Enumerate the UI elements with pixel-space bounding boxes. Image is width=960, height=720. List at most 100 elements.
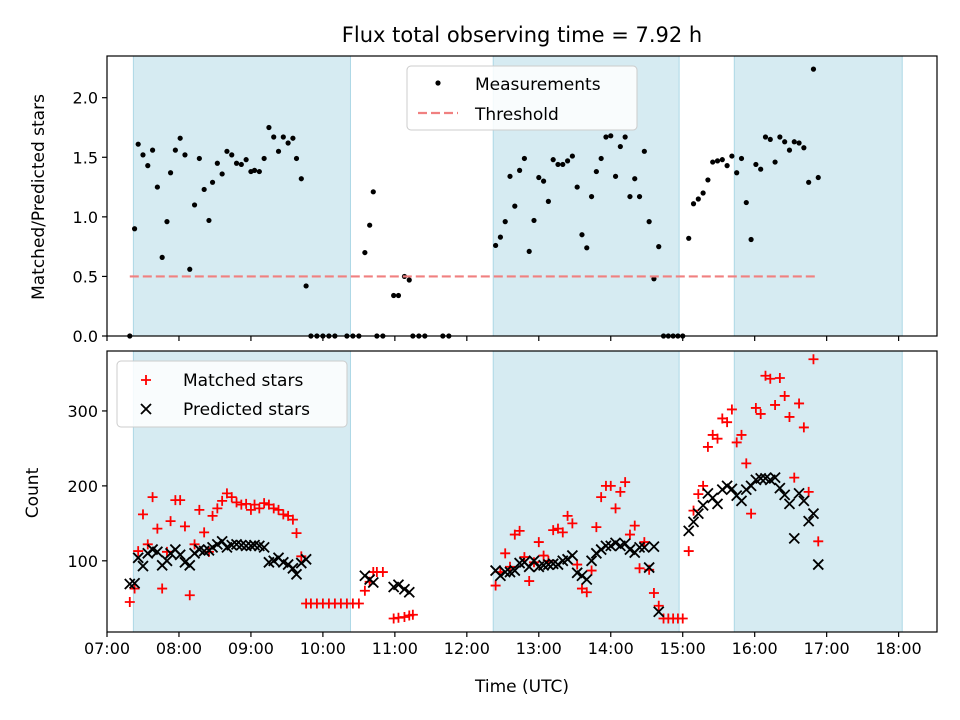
top-measurements-point — [187, 266, 193, 272]
top-measurements-point — [521, 155, 527, 162]
bottom-matched-stars-point — [142, 539, 153, 550]
bottom-predicted-stars-point — [585, 555, 598, 567]
legend-matched-marker — [141, 375, 151, 385]
x-tick-label: 11:00 — [372, 639, 418, 658]
top-measurements-point — [395, 292, 402, 299]
legend-measurements-label: Measurements — [475, 75, 601, 95]
bottom-predicted-stars-point — [151, 546, 164, 558]
bottom-matched-stars-point — [217, 495, 228, 506]
bottom-matched-stars-point — [179, 521, 190, 532]
top-measurements-point — [298, 176, 304, 182]
bottom-matched-stars-point — [245, 504, 256, 515]
bottom-matched-stars-point — [779, 390, 790, 401]
bottom-matched-stars-point — [591, 522, 602, 533]
bottom-y-axis-label: Count — [23, 467, 43, 518]
bottom-matched-stars-point — [377, 567, 388, 578]
bottom-predicted-stars-point — [755, 472, 767, 485]
top-measurements-point — [758, 166, 764, 172]
bottom-matched-stars-point — [581, 587, 592, 598]
top-measurements-point — [636, 193, 643, 200]
top-measurements-point — [149, 147, 156, 153]
bottom-predicted-stars-point — [653, 606, 665, 618]
top-measurements-point — [536, 174, 542, 181]
x-tick-label: 12:00 — [444, 639, 490, 658]
top-measurements-point — [782, 139, 788, 145]
bottom-matched-stars-point — [808, 354, 819, 365]
top-measurements-point — [622, 134, 628, 140]
bottom-matched-stars-point — [774, 372, 785, 383]
bottom-predicted-stars-point — [774, 482, 786, 494]
bottom-matched-stars-point — [231, 497, 242, 508]
top-measurements-point — [767, 136, 773, 143]
x-tick-label: 14:00 — [588, 639, 634, 658]
bottom-predicted-stars-point — [648, 540, 660, 553]
bottom-matched-stars-point — [794, 398, 805, 409]
bottom-matched-stars-point — [731, 437, 742, 448]
top-measurements-point — [579, 232, 585, 238]
bottom-predicted-stars-point — [184, 559, 196, 571]
bottom-predicted-stars-point — [290, 568, 303, 580]
bottom-shaded-interval-1 — [492, 350, 680, 633]
top-measurements-point — [786, 147, 793, 153]
bottom-predicted-stars-point — [581, 573, 593, 586]
top-measurements-point — [229, 152, 235, 158]
bottom-predicted-stars-point — [726, 483, 738, 495]
top-measurements-point — [280, 134, 286, 140]
legend-predicted-marker — [140, 403, 152, 415]
top-measurements-point — [796, 140, 802, 146]
bottom-predicted-stars-point — [697, 499, 709, 511]
bottom-matched-stars-point — [184, 590, 195, 601]
bottom-matched-stars-point — [407, 609, 418, 620]
top-y-axis-label: Matched/Predicted stars — [29, 94, 49, 300]
bottom-matched-stars-point — [514, 525, 525, 536]
bottom-matched-stars-point — [803, 486, 814, 497]
bottom-predicted-stars-point — [161, 555, 173, 567]
bottom-matched-stars-point — [278, 509, 289, 520]
bottom-matched-stars-point — [152, 523, 163, 534]
bottom-predicted-stars-point — [566, 549, 579, 562]
top-measurements-point — [145, 163, 151, 169]
top-measurements-point — [734, 170, 740, 176]
top-y-tick-label: 1.5 — [73, 148, 98, 167]
top-measurements-point — [627, 193, 633, 200]
top-measurements-point — [177, 135, 183, 141]
top-measurements-point — [540, 178, 547, 184]
top-measurements-point — [131, 226, 138, 232]
bottom-predicted-stars-point — [798, 495, 810, 507]
bottom-y-tick-label: 100 — [67, 552, 98, 571]
bottom-matched-stars-point — [736, 429, 747, 440]
top-measurements-point — [135, 141, 141, 147]
top-panel: 0.0 0.5 1.0 1.5 2.0 Measurements Threshold — [73, 55, 938, 346]
x-tick-label: 15:00 — [660, 639, 706, 658]
bottom-predicted-stars-point — [367, 576, 379, 589]
bottom-matched-stars-point — [399, 612, 410, 623]
bottom-matched-stars-point — [353, 598, 364, 609]
top-measurements-point — [285, 140, 291, 146]
top-measurements-point — [762, 134, 769, 140]
top-measurements-point — [266, 124, 272, 131]
x-tick-label: 13:00 — [516, 639, 562, 658]
bottom-matched-stars-point — [524, 576, 535, 587]
top-measurements-point — [545, 198, 551, 204]
bottom-matched-stars-point — [784, 411, 795, 422]
top-measurements-point — [406, 277, 412, 283]
bottom-matched-stars-point — [813, 536, 824, 547]
bottom-predicted-stars-point — [812, 558, 824, 571]
bottom-matched-stars-point — [683, 546, 694, 557]
bottom-legend — [116, 360, 348, 428]
bottom-panel: 100 200 300 07:00 08:00 09:00 10:00 11:00 12:00 1… — [67, 350, 938, 658]
top-measurements-point — [695, 196, 701, 202]
chart-title: Flux total observing time = 7.92 h — [342, 23, 702, 47]
bottom-matched-stars-point — [634, 563, 645, 574]
top-measurements-point — [772, 159, 778, 165]
top-measurements-point — [502, 219, 508, 225]
top-measurements-point — [497, 234, 504, 240]
bottom-matched-stars-point — [199, 527, 210, 538]
top-measurements-point — [748, 236, 754, 243]
bottom-matched-stars-point — [137, 509, 148, 520]
bottom-matched-stars-point — [254, 503, 265, 514]
top-y-tick-label: 2.0 — [73, 89, 98, 108]
bottom-matched-stars-point — [755, 408, 766, 419]
bottom-matched-stars-point — [750, 402, 761, 413]
